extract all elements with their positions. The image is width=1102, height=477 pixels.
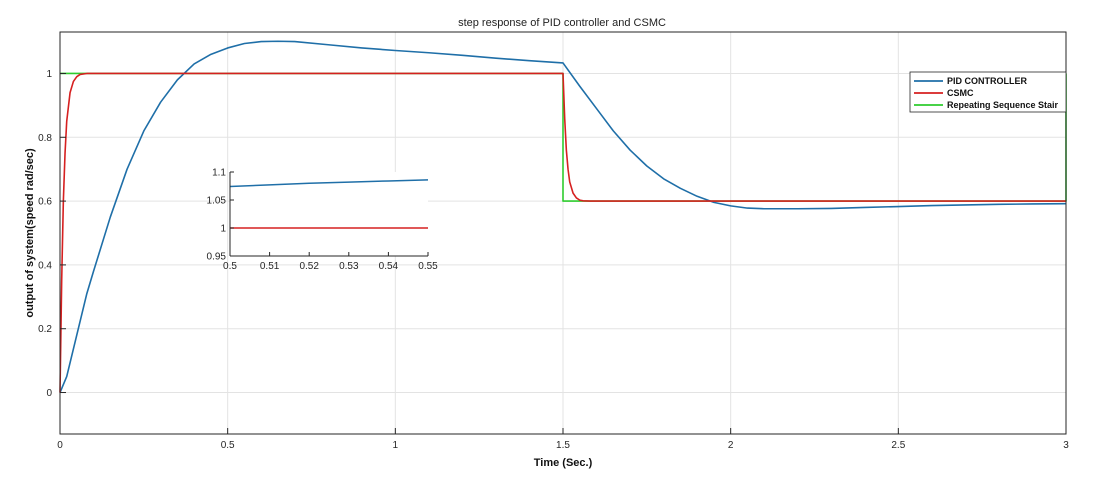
y-tick-label: 0.6	[38, 197, 52, 208]
inset-x-tick-label: 0.54	[379, 261, 399, 272]
inset-x-tick-label: 0.51	[260, 261, 280, 272]
x-tick-label: 1.5	[556, 440, 570, 451]
series-line-csmc	[59, 72, 1066, 393]
inset-background	[230, 172, 428, 256]
y-tick-label: 0.4	[38, 260, 52, 271]
x-tick-label: 0	[57, 440, 63, 451]
x-tick-label: 2	[728, 440, 734, 451]
legend: PID CONTROLLER CSMC Repeating Sequence S…	[909, 71, 1067, 113]
inset-x-tick-label: 0.52	[299, 261, 319, 272]
y-tick-label: 1	[46, 69, 52, 80]
x-tick-label: 3	[1063, 440, 1069, 451]
series-line-pid	[59, 40, 1067, 393]
inset-x-ticks: 0.5 0.51 0.52 0.53 0.54 0.55	[223, 252, 438, 272]
legend-label-pid: PID CONTROLLER	[947, 76, 1027, 86]
chart-title: step response of PID controller and CSMC	[458, 17, 666, 29]
x-tick-label: 2.5	[891, 440, 905, 451]
inset-series	[229, 179, 429, 229]
x-tick-label: 0.5	[221, 440, 235, 451]
y-tick-label: 0	[46, 388, 52, 399]
inset-line-pid	[229, 179, 429, 188]
inset-y-tick-label: 1	[220, 224, 226, 235]
inset-x-tick-label: 0.5	[223, 261, 237, 272]
inset-x-tick-label: 0.53	[339, 261, 359, 272]
main-y-ticks: 0 0.2 0.4 0.6 0.8 1	[38, 69, 66, 399]
inset-x-tick-label: 0.55	[418, 261, 438, 272]
legend-label-csmc: CSMC	[947, 88, 974, 98]
y-tick-label: 0.8	[38, 133, 52, 144]
inset-y-tick-label: 1.05	[207, 196, 227, 207]
legend-label-stair: Repeating Sequence Stair	[947, 100, 1059, 110]
x-axis-label: Time (Sec.)	[534, 457, 593, 469]
y-axis-label: output of system(speed rad/sec)	[24, 148, 36, 318]
inset-y-tick-label: 1.1	[212, 168, 226, 179]
inset-y-ticks: 0.95 1 1.05 1.1	[207, 168, 234, 263]
inset-zoom-chart: 0.5 0.51 0.52 0.53 0.54 0.55 0.95 1 1.05 1.1	[207, 168, 439, 273]
y-tick-label: 0.2	[38, 324, 52, 335]
inset-y-tick-label: 0.95	[207, 252, 227, 263]
x-tick-label: 1	[393, 440, 399, 451]
main-x-ticks: 0 0.5 1 1.5 2 2.5 3	[57, 428, 1069, 451]
